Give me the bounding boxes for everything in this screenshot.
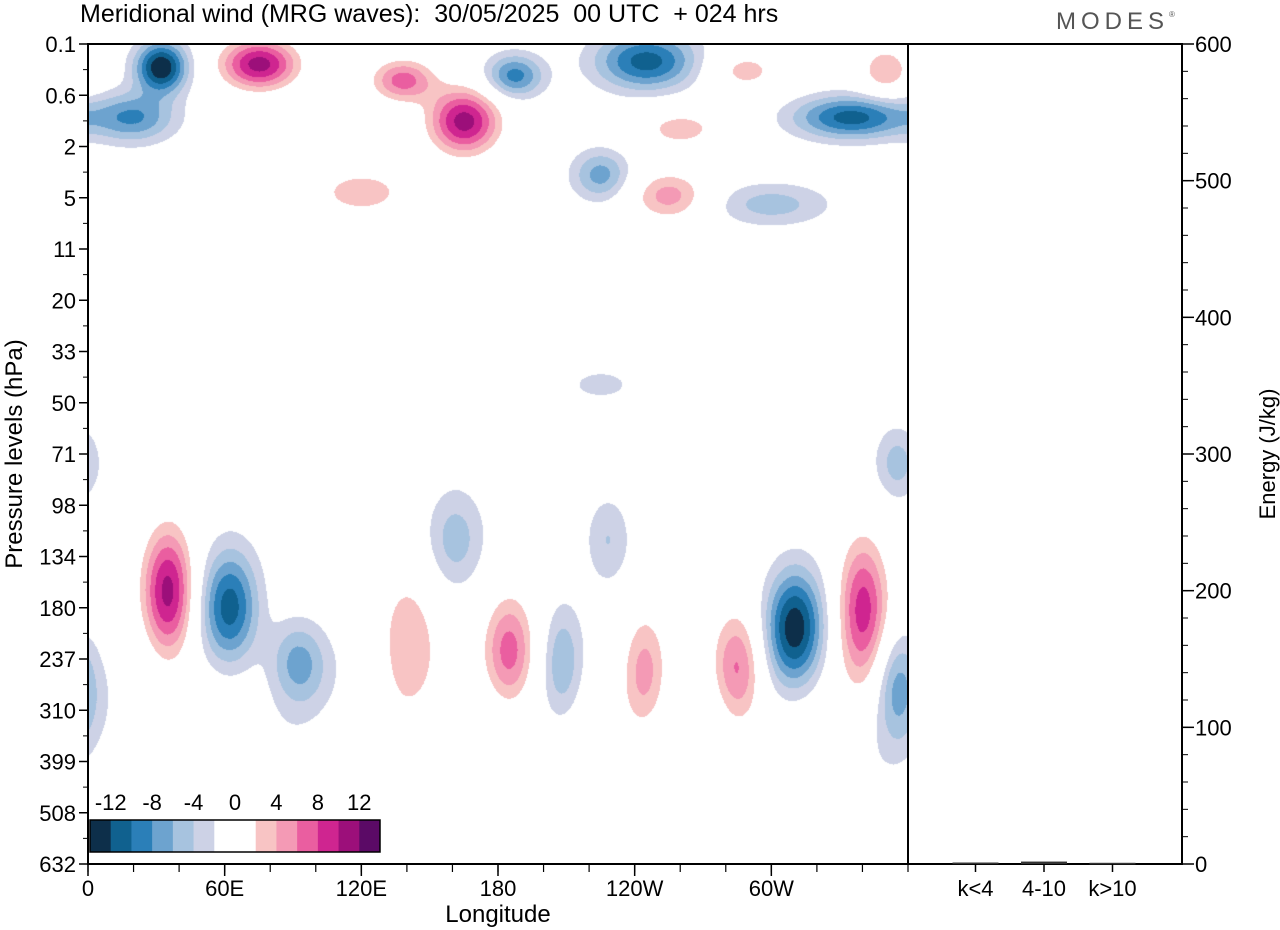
colorbar-swatch: [255, 820, 277, 852]
energy-panel-frame: [907, 43, 1183, 865]
heatmap-frame: [87, 43, 909, 865]
y-tick-label: 98: [52, 493, 76, 518]
y-tick-label: 71: [52, 442, 76, 467]
colorbar-swatch: [276, 820, 298, 852]
y-tick-label: 632: [39, 852, 76, 877]
energy-bar: [1021, 861, 1067, 864]
brand-text: MODES: [1056, 8, 1170, 35]
colorbar-swatch: [90, 820, 112, 852]
colorbar-label: 8: [312, 790, 324, 815]
colorbar-swatch: [110, 820, 132, 852]
y-axis-label: Pressure levels (hPa): [1, 339, 28, 568]
energy-bars: k<4 4-10 k>10: [952, 861, 1137, 901]
colorbar-label: 4: [270, 790, 282, 815]
contour-field: [88, 44, 908, 864]
y-tick-label: 237: [39, 647, 76, 672]
colorbar-swatch: [172, 820, 195, 852]
energy-category-label: k<4: [957, 876, 993, 901]
x-tick-label: 120W: [606, 876, 664, 901]
energy-bar: [952, 862, 999, 865]
colorbar-label: 0: [229, 790, 241, 815]
colorbar-swatch: [131, 820, 153, 852]
y-tick-label: 33: [52, 340, 76, 365]
colorbar-label: 12: [347, 790, 371, 815]
energy-tick-label: 100: [1195, 715, 1232, 740]
energy-category-label: k>10: [1088, 876, 1136, 901]
x-tick-label: 0: [82, 876, 94, 901]
x-tick-label: 60W: [749, 876, 794, 901]
colorbar-swatch: [214, 820, 236, 852]
colorbar-swatch: [338, 820, 360, 852]
energy-tick-label: 300: [1195, 442, 1232, 467]
colorbar-swatch: [359, 820, 381, 852]
energy-tick-label: 400: [1195, 305, 1232, 330]
energy-tick-label: 0: [1195, 852, 1207, 877]
colorbar-swatch: [317, 820, 340, 852]
energy-category-label: 4-10: [1022, 876, 1066, 901]
y-tick-label: 399: [39, 750, 76, 775]
y-axis: 0.1 0.6 2 5 11 20 33 50 71 98 134 180 237 310 399 508 63…: [39, 32, 88, 877]
x-tick-label: 180: [480, 876, 517, 901]
y-tick-label: 310: [39, 698, 76, 723]
y-tick-label: 0.1: [45, 32, 76, 57]
y-tick-label: 508: [39, 801, 76, 826]
chart-title: Meridional wind (MRG waves): 30/05/2025 …: [80, 0, 779, 28]
y-tick-label: 0.6: [45, 83, 76, 108]
energy-axis-label: Energy (J/kg): [1255, 389, 1280, 520]
brand-mark: ®: [1169, 10, 1175, 19]
colorbar-label: -4: [184, 790, 204, 815]
y-tick-label: 50: [52, 391, 76, 416]
energy-bar: [1089, 862, 1136, 865]
colorbar-frame: [89, 819, 381, 853]
y-tick-label: 20: [52, 288, 76, 313]
brand-logo: MODES®: [1056, 8, 1175, 36]
x-tick-label: 120E: [336, 876, 387, 901]
y-tick-label: 180: [39, 596, 76, 621]
energy-tick-label: 500: [1195, 169, 1232, 194]
y-tick-label: 11: [53, 237, 76, 262]
x-axis-label: Longitude: [445, 901, 550, 928]
x-axis: 0 60E 120E 180 120W 60W: [82, 864, 909, 901]
energy-tick-label: 200: [1195, 579, 1232, 604]
y-tick-label: 134: [39, 545, 76, 570]
y-tick-label: 5: [64, 186, 76, 211]
colorbar-label: -12: [95, 790, 127, 815]
x-tick-label: 60E: [205, 876, 244, 901]
colorbar-swatch: [235, 820, 257, 852]
y-tick-label: 2: [64, 135, 76, 160]
colorbar-swatch: [193, 820, 215, 852]
colorbar-label: -8: [142, 790, 162, 815]
energy-tick-label: 600: [1195, 32, 1232, 57]
energy-axis: 0 100 200 300 400 500 600: [1182, 32, 1232, 877]
colorbar-swatch: [297, 820, 319, 852]
colorbar-swatch: [152, 820, 174, 852]
colorbar: -12 -8 -4 0 4 8 12: [89, 790, 381, 853]
